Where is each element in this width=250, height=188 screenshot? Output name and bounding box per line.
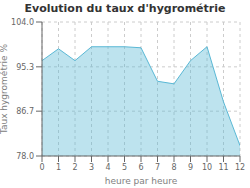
svg-text:11: 11 — [218, 163, 228, 172]
svg-text:7: 7 — [155, 163, 160, 172]
svg-text:Taux hygrométrie %: Taux hygrométrie % — [8, 43, 9, 135]
svg-text:0: 0 — [39, 163, 44, 172]
svg-text:9: 9 — [188, 163, 193, 172]
svg-text:10: 10 — [202, 163, 212, 172]
svg-text:1: 1 — [56, 163, 61, 172]
html-text:Evolution du taux d'hygrométri: Evolution du taux d'hygrométrie — [24, 2, 226, 15]
svg-text:2: 2 — [72, 163, 77, 172]
svg-text:78.0: 78.0 — [16, 152, 34, 161]
svg-text:heure par heure: heure par heure — [105, 176, 178, 186]
svg-text:104.0: 104.0 — [11, 18, 34, 27]
svg-text:95.3: 95.3 — [16, 63, 34, 72]
svg-text:3: 3 — [89, 163, 94, 172]
svg-text:8: 8 — [171, 163, 176, 172]
svg-text:5: 5 — [122, 163, 127, 172]
svg-text:4: 4 — [105, 163, 110, 172]
svg-text:86.7: 86.7 — [16, 107, 34, 116]
svg-text:12: 12 — [235, 163, 242, 172]
svg-text:6: 6 — [138, 163, 143, 172]
